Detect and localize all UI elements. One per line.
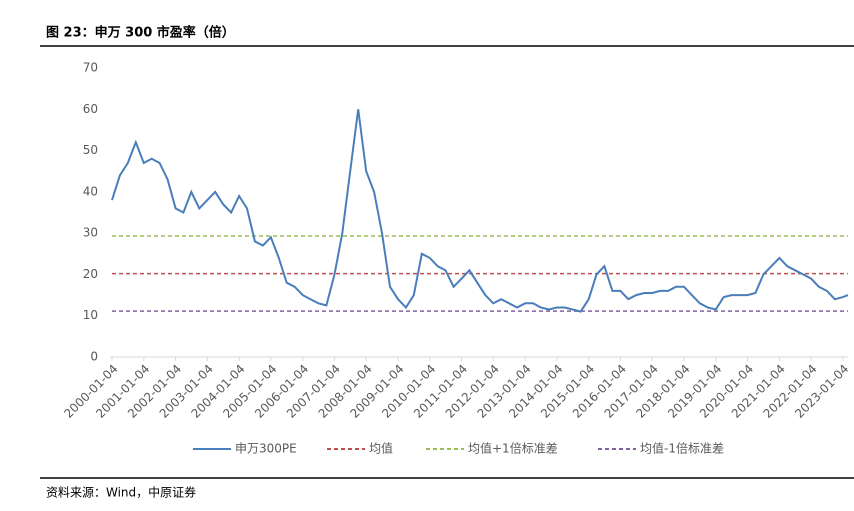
y-tick-label: 70 <box>83 61 98 75</box>
y-tick-label: 30 <box>83 226 98 240</box>
legend-label: 申万300PE <box>235 442 297 456</box>
y-tick-label: 20 <box>83 267 98 281</box>
y-tick-label: 60 <box>83 102 98 116</box>
legend-label: 均值-1倍标准差 <box>640 441 724 456</box>
chart-title: 图 23：申万 300 市盈率（倍） <box>46 25 235 41</box>
series-line <box>111 109 849 313</box>
y-tick-label: 40 <box>83 184 98 198</box>
y-tick-label: 0 <box>90 350 98 364</box>
legend-label: 均值 <box>369 441 393 456</box>
source: 资料来源：Wind，中原证券 <box>46 485 196 500</box>
y-tick-label: 10 <box>83 308 98 322</box>
legend-label: 均值+1倍标准差 <box>468 441 558 456</box>
y-tick-label: 50 <box>83 143 98 157</box>
